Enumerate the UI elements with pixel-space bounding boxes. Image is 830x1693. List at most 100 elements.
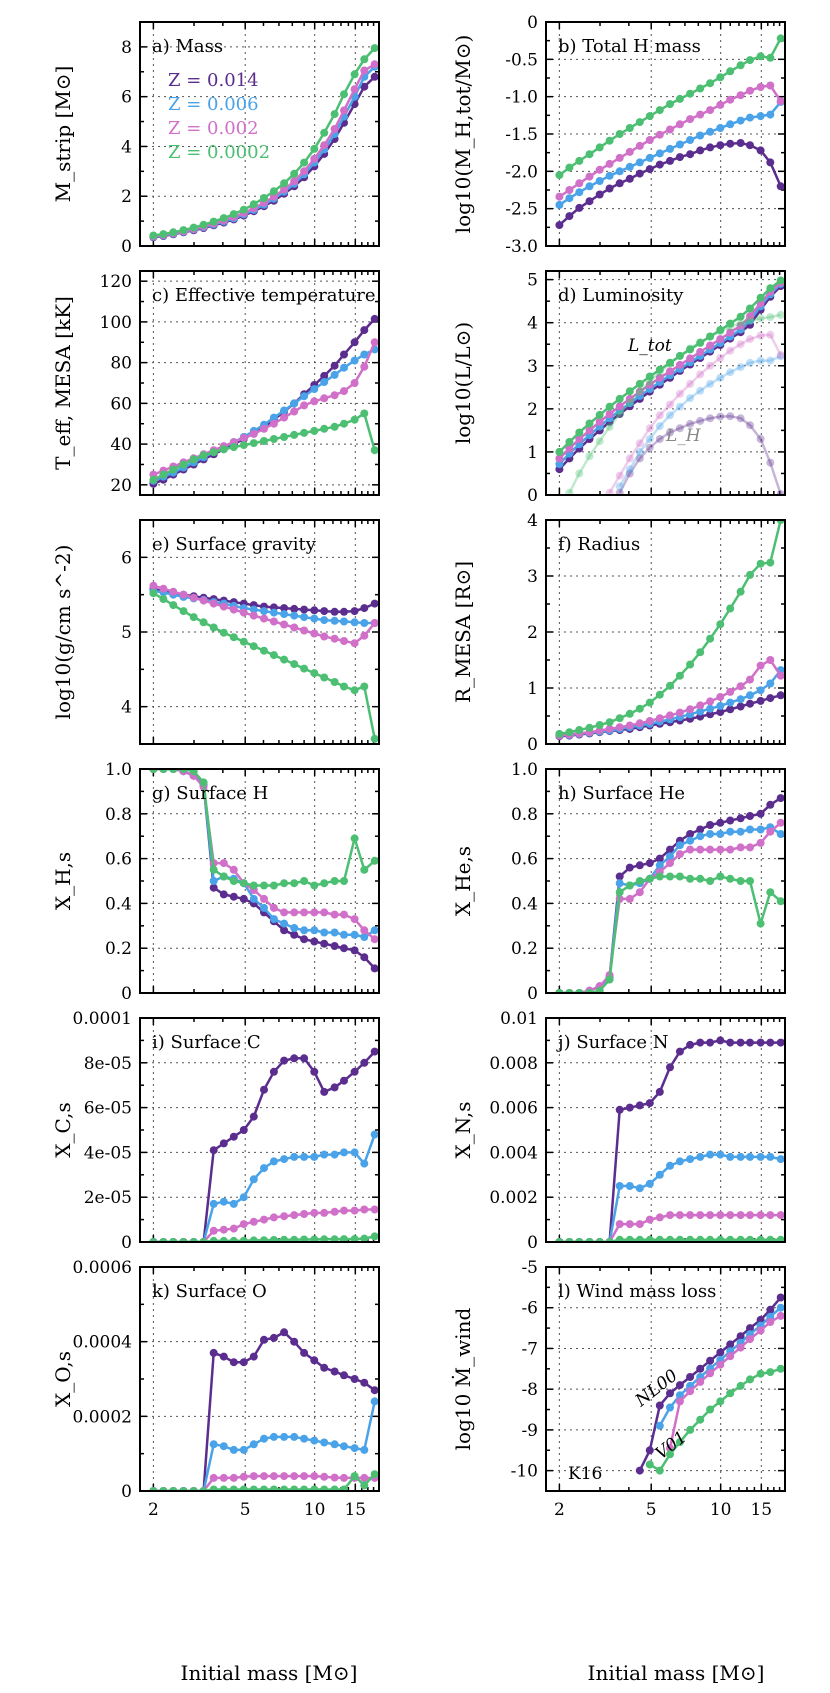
panel-i: 0 2e-05 4e-05 6e-05 8e-05 0.0001 i) Surface C X… xyxy=(51,1009,380,1253)
data-point xyxy=(726,1152,735,1161)
data-point xyxy=(340,1076,348,1085)
data-point xyxy=(229,1485,238,1491)
x-axis-label-right: Initial mass [M⊙] xyxy=(588,1661,765,1685)
data-point xyxy=(269,419,278,428)
data-point xyxy=(350,834,359,843)
axes-frame xyxy=(545,1266,786,1492)
data-point xyxy=(696,338,705,347)
data-point xyxy=(696,416,705,425)
data-point xyxy=(686,1155,695,1164)
data-point xyxy=(766,888,775,897)
data-point xyxy=(239,205,248,214)
data-point xyxy=(625,894,634,903)
y-axis-label: T_eff, MESA [kK] xyxy=(51,296,75,470)
axes-frame xyxy=(545,21,786,247)
data-point xyxy=(686,830,695,838)
data-point xyxy=(706,1038,715,1047)
y-axis-label: log10(L/L⊙) xyxy=(451,322,475,444)
data-point xyxy=(666,411,674,420)
data-point xyxy=(300,392,309,401)
data-point xyxy=(746,316,754,325)
data-point xyxy=(716,693,725,701)
data-point xyxy=(706,341,715,350)
data-point xyxy=(766,1318,775,1326)
data-point xyxy=(360,326,369,335)
data-point xyxy=(645,112,654,121)
data-point xyxy=(696,131,705,140)
data-point xyxy=(350,946,359,955)
data-point xyxy=(330,942,339,950)
y-axis-label: X_He,s xyxy=(451,846,475,916)
data-point xyxy=(615,488,624,495)
data-point xyxy=(370,44,379,53)
data-point xyxy=(716,830,725,838)
data-point xyxy=(706,79,715,88)
data-point xyxy=(746,1375,754,1384)
data-point xyxy=(330,928,339,937)
data-point xyxy=(746,86,754,95)
axes-frame xyxy=(139,270,380,496)
data-point xyxy=(716,1150,725,1159)
data-point xyxy=(169,228,178,237)
data-point xyxy=(149,231,158,240)
data-point xyxy=(260,607,268,616)
data-point xyxy=(615,402,624,411)
data-point xyxy=(655,160,664,169)
panel-f: 0 1 2 3 4 f) Radius R_MESA [R⊙] xyxy=(451,511,786,755)
data-point xyxy=(350,338,359,347)
y-tick-label: 0 xyxy=(527,735,538,755)
data-point xyxy=(310,669,319,678)
data-point xyxy=(655,1087,664,1096)
data-point xyxy=(350,379,359,387)
axes-frame xyxy=(545,1017,786,1243)
data-point xyxy=(370,599,379,608)
data-point xyxy=(756,1369,765,1378)
data-point xyxy=(625,721,634,730)
data-point xyxy=(320,1363,329,1372)
data-point xyxy=(746,141,754,150)
data-point xyxy=(736,139,745,147)
data-point xyxy=(260,1164,268,1173)
axes-frame xyxy=(139,519,380,745)
data-point xyxy=(209,1348,218,1357)
data-point xyxy=(645,1179,654,1188)
data-point xyxy=(269,617,278,626)
data-point xyxy=(360,1445,369,1454)
data-point xyxy=(320,128,329,137)
data-point xyxy=(635,861,644,870)
data-point xyxy=(340,90,348,99)
y-tick-label: 100 xyxy=(100,313,132,333)
series-layer xyxy=(149,314,379,488)
panel-title: a) Mass xyxy=(152,36,223,57)
data-point xyxy=(675,850,684,859)
data-point xyxy=(766,1305,775,1314)
data-point xyxy=(696,707,705,716)
data-point xyxy=(310,1152,319,1161)
data-point xyxy=(776,1303,785,1312)
data-point xyxy=(746,335,754,344)
data-point xyxy=(655,714,664,723)
data-point xyxy=(696,146,705,155)
data-point xyxy=(686,1211,695,1220)
data-point xyxy=(716,100,725,109)
data-point xyxy=(219,1442,228,1451)
data-point xyxy=(310,1356,319,1365)
data-point xyxy=(290,908,299,917)
data-point xyxy=(645,136,654,144)
data-point xyxy=(736,61,745,70)
data-point xyxy=(726,319,735,328)
data-point xyxy=(585,452,594,461)
data-point xyxy=(686,394,695,403)
data-point xyxy=(666,872,674,881)
data-point xyxy=(696,84,705,93)
data-point xyxy=(675,1047,684,1056)
data-point xyxy=(686,1040,695,1049)
data-point xyxy=(555,729,564,738)
data-point xyxy=(696,110,705,119)
y-tick-label: 80 xyxy=(110,354,132,374)
data-point xyxy=(360,604,369,613)
data-point xyxy=(595,177,604,185)
data-point xyxy=(370,1232,379,1241)
data-point xyxy=(370,964,379,973)
